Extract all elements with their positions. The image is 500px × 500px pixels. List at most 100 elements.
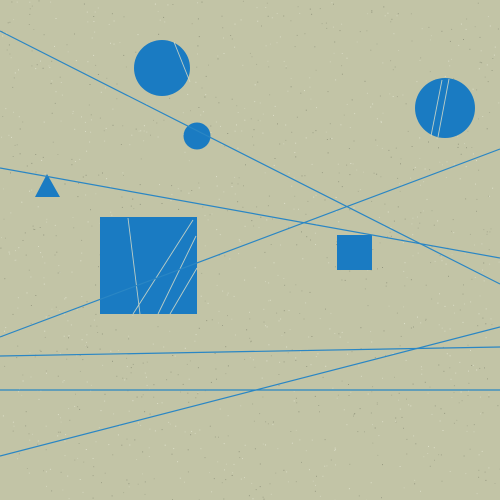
speckle (239, 240, 241, 242)
speckle (464, 143, 465, 145)
speckle (60, 421, 62, 423)
speckle (204, 215, 206, 217)
speckle (71, 158, 73, 160)
speckle (341, 53, 343, 54)
speckle (457, 146, 459, 148)
speckle (172, 4, 174, 5)
speckle (95, 441, 97, 443)
speckle (15, 250, 16, 252)
speckle (85, 345, 87, 347)
speckle (191, 23, 193, 25)
speckle (391, 18, 393, 20)
speckle (390, 156, 392, 158)
speckle (10, 212, 12, 214)
speckle (293, 208, 295, 210)
speckle (136, 459, 138, 460)
small-square (337, 235, 372, 270)
speckle (164, 444, 166, 446)
speckle (40, 252, 42, 254)
speckle (188, 401, 190, 403)
speckle (348, 395, 350, 396)
speckle (57, 375, 59, 377)
speckle (353, 140, 355, 142)
speckle (249, 311, 250, 313)
speckle (330, 459, 332, 461)
diagonal-line-2 (0, 167, 500, 259)
speckle (87, 346, 89, 348)
speckle (498, 102, 500, 104)
speckle (16, 144, 18, 146)
speckle (259, 102, 261, 104)
speckle (326, 257, 328, 259)
speckle (132, 314, 134, 316)
speckle (325, 131, 327, 133)
speckle (205, 94, 207, 96)
speckle (111, 495, 113, 497)
speckle (124, 379, 126, 381)
speckle (64, 183, 66, 185)
speckle (38, 0, 40, 2)
speckle (296, 34, 298, 36)
speckle (272, 218, 273, 220)
speckle (69, 419, 71, 421)
speckle (266, 326, 268, 328)
speckle (332, 26, 334, 28)
speckle (60, 417, 61, 419)
speckle (231, 475, 233, 476)
speckle (177, 188, 179, 190)
speckle (113, 413, 115, 415)
speckle (56, 350, 58, 352)
speckle (132, 198, 134, 200)
speckle (371, 391, 373, 393)
speckle (428, 141, 429, 143)
speckle (257, 119, 259, 121)
speckle (341, 331, 343, 333)
speckle (311, 336, 313, 337)
speckle (351, 99, 353, 101)
speckle (16, 357, 18, 359)
speckle (167, 4, 169, 6)
speckle (429, 386, 431, 388)
speckle (98, 174, 100, 176)
speckle (223, 443, 225, 445)
speckle (439, 161, 441, 163)
speckle (265, 325, 266, 327)
speckle (420, 322, 422, 324)
speckle (35, 171, 37, 173)
speckle (122, 377, 124, 379)
speckle (295, 481, 297, 483)
speckle (28, 472, 30, 474)
speckle (229, 258, 231, 260)
speckle (37, 206, 39, 208)
speckle (419, 157, 421, 159)
speckle (492, 58, 494, 59)
speckle (329, 328, 331, 330)
speckle (87, 21, 89, 23)
speckle (74, 33, 75, 35)
speckle (171, 453, 173, 455)
speckle (49, 468, 51, 470)
speckle (265, 7, 267, 8)
speckle (153, 396, 155, 398)
speckle (475, 183, 476, 185)
speckle (440, 408, 442, 410)
speckle (123, 175, 124, 176)
speckle (305, 450, 307, 452)
speckle (304, 33, 306, 35)
speckle (143, 130, 145, 132)
speckle (28, 269, 30, 271)
speckle (301, 231, 302, 233)
speckle (438, 147, 439, 149)
speckle (423, 181, 425, 183)
speckle (491, 324, 493, 326)
speckle (277, 274, 279, 276)
speckle (427, 392, 429, 394)
speckle (68, 498, 70, 500)
speckle (210, 132, 212, 133)
speckle (137, 483, 139, 485)
speckle (126, 479, 128, 481)
scratch-line (173, 41, 191, 83)
speckle (143, 125, 145, 127)
speckle (400, 335, 402, 337)
speckle (429, 465, 431, 467)
